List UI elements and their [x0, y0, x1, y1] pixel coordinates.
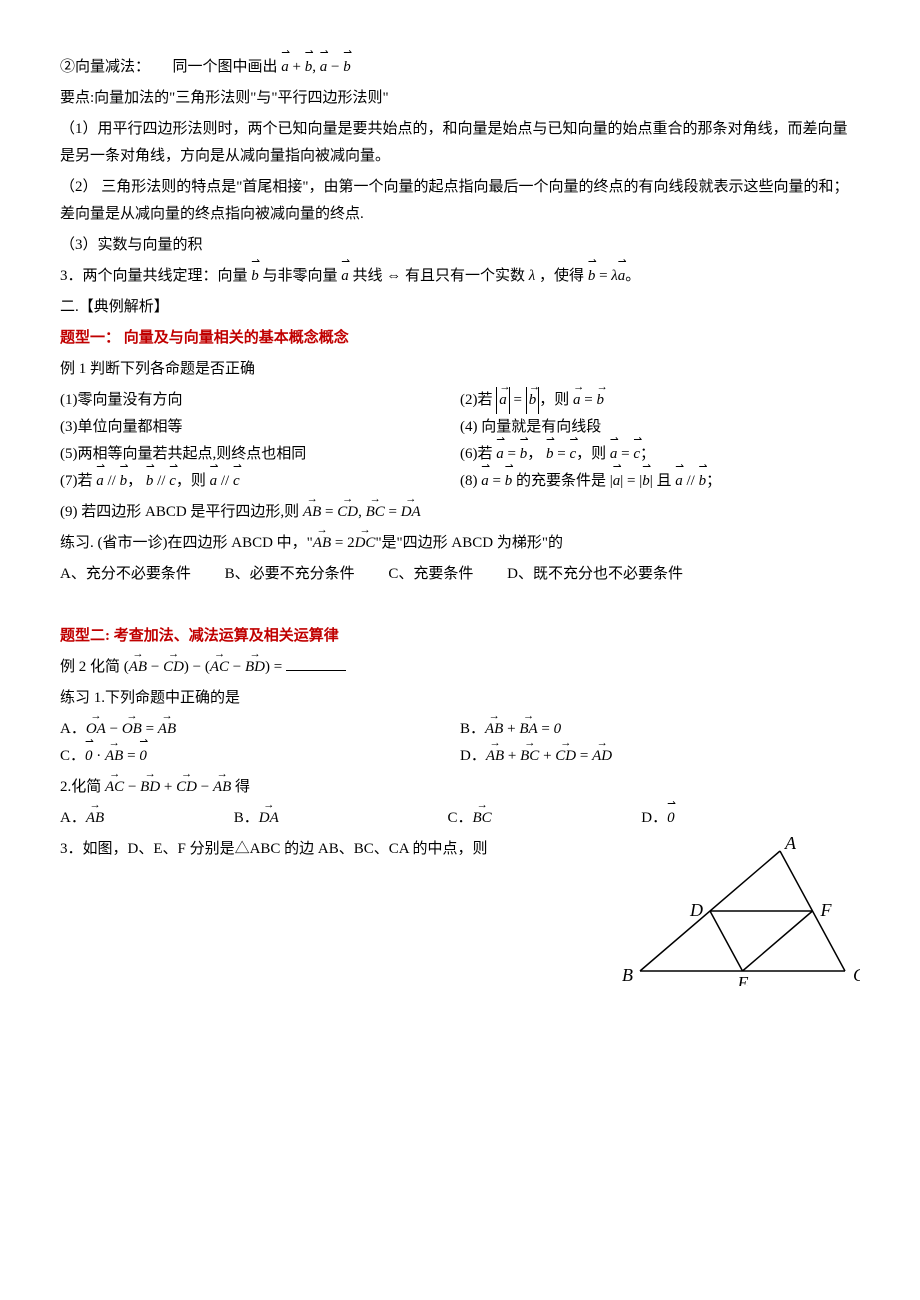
- type1-heading: 题型一： 向量及与向量相关的基本概念概念: [60, 325, 860, 352]
- q1-q2-row: (1)零向量没有方向 (2)若 a = b，则 a = b: [60, 387, 860, 414]
- practice1-options: A、充分不必要条件 B、必要不充分条件 C、充要条件 D、既不充分也不必要条件: [60, 561, 860, 588]
- vec-b: b: [305, 54, 313, 81]
- q2: (2)若 a = b，则 a = b: [460, 387, 860, 414]
- q7-q8-row: (7)若 a // b， b // c，则 a // c (8) a = b 的…: [60, 468, 860, 495]
- opt-b3: B．DA: [234, 805, 414, 832]
- triangle-diagram: A B C D E F: [620, 836, 860, 986]
- svg-text:A: A: [784, 836, 797, 853]
- example1-title: 例 1 判断下列各命题是否正确: [60, 356, 860, 383]
- q3-q4-row: (3)单位向量都相等 (4) 向量就是有向线段: [60, 414, 860, 441]
- opt-d1: D、既不充分也不必要条件: [507, 561, 683, 588]
- vec-a: a: [281, 54, 289, 81]
- q3: (3)单位向量都相等: [60, 414, 460, 441]
- q1: (1)零向量没有方向: [60, 387, 460, 414]
- opt-d3: D．0: [641, 805, 674, 832]
- line-keypoint: 要点:向量加法的"三角形法则"与"平行四边形法则": [60, 85, 860, 112]
- svg-text:B: B: [622, 965, 633, 985]
- opt-a3: A．AB: [60, 805, 200, 832]
- line-rule1: （1）用平行四边形法则时，两个已知向量是要共始点的，和向量是始点与已知向量的始点…: [60, 116, 860, 170]
- line-vector-subtraction: ②向量减法： 同一个图中画出 a + b, a − b: [60, 54, 860, 81]
- q6: (6)若 a = b， b = c，则 a = c；: [460, 441, 860, 468]
- q9: (9) 若四边形 ABCD 是平行四边形,则 AB = CD, BC = DA: [60, 499, 860, 526]
- opt-c3: C．BC: [448, 805, 608, 832]
- line-collinear-theorem: 3．两个向量共线定理：向量 b 与非零向量 a 共线 ⇔ 有且只有一个实数 λ …: [60, 263, 860, 290]
- section-2-title: 二.【典例解析】: [60, 294, 860, 321]
- svg-text:C: C: [853, 965, 860, 985]
- opt-a1: A、充分不必要条件: [60, 561, 191, 588]
- example2: 例 2 化简 (AB − CD) − (AC − BD) =: [60, 654, 860, 681]
- svg-text:E: E: [737, 973, 749, 986]
- blank-answer: [286, 655, 346, 671]
- line-rule2: （2） 三角形法则的特点是"首尾相接"，由第一个向量的起点指向最后一个向量的终点…: [60, 174, 860, 228]
- q2-2: 2.化简 AC − BD + CD − AB 得: [60, 774, 860, 801]
- q8: (8) a = b 的充要条件是 |a| = |b| 且 a // b；: [460, 468, 860, 495]
- opt-d2: D．AB + BC + CD = AD: [460, 743, 860, 770]
- practice2-title: 练习 1.下列命题中正确的是: [60, 685, 860, 712]
- q2-2-options: A．AB B．DA C．BC D．0: [60, 805, 860, 832]
- p2-row1: A．OA − OB = AB B．AB + BA = 0: [60, 716, 860, 743]
- svg-text:D: D: [689, 900, 703, 920]
- opt-b1: B、必要不充分条件: [225, 561, 355, 588]
- opt-c1: C、充要条件: [388, 561, 473, 588]
- svg-text:F: F: [820, 900, 833, 920]
- q5-q6-row: (5)两相等向量若共起点,则终点也相同 (6)若 a = b， b = c，则 …: [60, 441, 860, 468]
- line-rule3: （3）实数与向量的积: [60, 232, 860, 259]
- practice1: 练习. (省市一诊)在四边形 ABCD 中，"AB = 2DC"是"四边形 AB…: [60, 530, 860, 557]
